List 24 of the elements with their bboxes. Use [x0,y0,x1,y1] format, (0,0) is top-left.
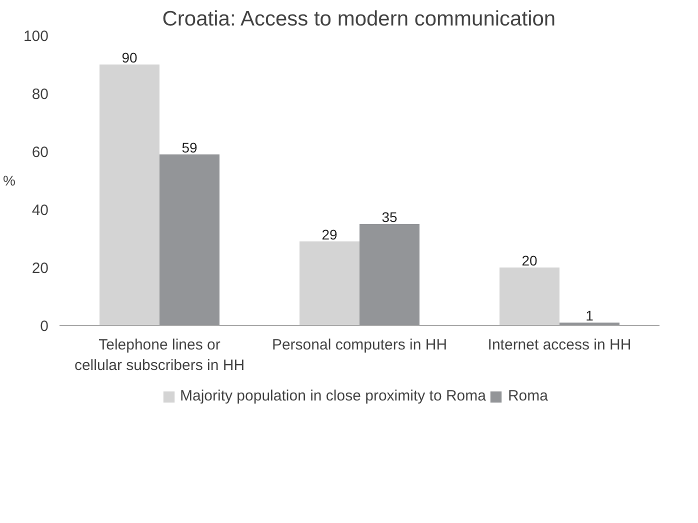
bar [300,241,360,326]
y-axis-title: % [3,172,16,188]
legend-label: Majority population in close proximity to Roma [180,388,486,404]
y-tick-label: 40 [32,202,49,219]
y-tick-label: 80 [32,86,49,103]
x-tick-label: Internet access in HH [488,336,632,354]
chart-title: Croatia: Access to modern communication [162,8,556,30]
bar [500,268,560,326]
data-label: 20 [522,252,538,268]
x-tick-label: Personal computers in HH [272,336,448,354]
y-tick-label: 20 [32,260,49,277]
x-tick-label: Telephone lines or cellular subscribers in HH [74,336,245,374]
legend-label: Roma [508,388,548,404]
data-label: 90 [122,50,138,66]
data-label: 1 [586,308,594,324]
bar [100,64,160,326]
data-label: 35 [382,209,398,225]
bar [360,224,420,326]
data-label: 29 [322,226,338,242]
y-tick-label: 0 [40,318,48,335]
y-tick-label: 100 [23,28,49,45]
data-label: 59 [182,139,198,156]
y-tick-label: 60 [32,144,49,161]
bar [160,154,220,326]
